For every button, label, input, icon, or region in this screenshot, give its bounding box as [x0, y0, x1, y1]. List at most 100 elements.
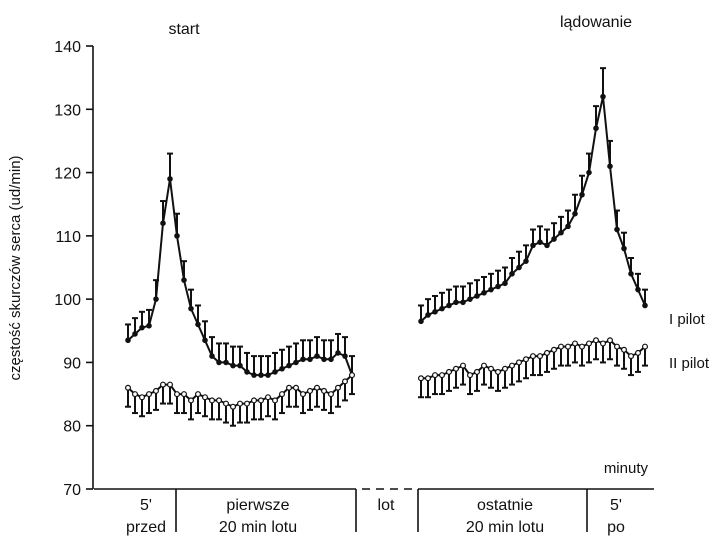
phase-label-flight: lot — [378, 497, 395, 514]
data-point — [482, 291, 486, 295]
data-point — [447, 303, 451, 307]
data-point — [608, 164, 612, 168]
data-point — [301, 392, 306, 397]
data-point — [168, 382, 173, 387]
data-point — [161, 221, 165, 225]
data-point — [559, 230, 563, 234]
data-point — [252, 373, 256, 377]
data-point — [329, 392, 334, 397]
data-point — [217, 398, 222, 403]
data-point — [419, 319, 423, 323]
data-point — [126, 338, 130, 342]
start-annotation: start — [168, 21, 200, 38]
y-tick-label: 80 — [63, 419, 81, 436]
data-point — [231, 404, 236, 409]
data-point — [154, 297, 158, 301]
data-point — [615, 227, 619, 231]
data-point — [461, 300, 465, 304]
data-point — [336, 351, 340, 355]
data-point — [615, 344, 620, 349]
data-point — [440, 373, 445, 378]
data-point — [426, 376, 431, 381]
data-point — [468, 297, 472, 301]
data-point — [294, 385, 299, 390]
data-point — [552, 347, 557, 352]
data-point — [454, 300, 458, 304]
phase-label-after-2: po — [607, 519, 625, 536]
data-point — [350, 373, 355, 378]
data-point — [196, 322, 200, 326]
data-point — [294, 360, 298, 364]
data-point — [510, 272, 514, 276]
data-point — [343, 354, 347, 358]
data-point — [182, 278, 186, 282]
data-point — [454, 366, 459, 371]
data-point — [538, 240, 542, 244]
data-point — [280, 392, 285, 397]
y-tick-label: 90 — [63, 355, 81, 372]
data-point — [545, 351, 550, 356]
data-point — [594, 338, 599, 343]
data-point — [503, 366, 508, 371]
series-1 — [125, 68, 648, 377]
data-point — [559, 344, 564, 349]
data-point — [126, 385, 131, 390]
data-point — [608, 338, 613, 343]
data-point — [147, 324, 151, 328]
data-point — [594, 126, 598, 130]
data-point — [308, 357, 312, 361]
data-point — [273, 398, 278, 403]
data-point — [517, 265, 521, 269]
data-point — [245, 370, 249, 374]
data-point — [252, 398, 257, 403]
data-point — [322, 389, 327, 394]
data-point — [580, 193, 584, 197]
phase-label-first-1: pierwsze — [226, 497, 289, 514]
data-point — [245, 401, 250, 406]
data-point — [496, 284, 500, 288]
data-point — [259, 398, 264, 403]
data-point — [224, 360, 228, 364]
data-point — [531, 243, 535, 247]
data-point — [217, 360, 221, 364]
data-point — [573, 212, 577, 216]
y-axis-label: częstość skurczów serca (ud/min) — [7, 155, 24, 380]
data-point — [287, 363, 291, 367]
data-point — [175, 392, 180, 397]
data-point — [224, 401, 229, 406]
data-point — [510, 363, 515, 368]
data-point — [580, 344, 585, 349]
data-point — [447, 370, 452, 375]
data-point — [210, 398, 215, 403]
data-point — [426, 313, 430, 317]
data-point — [140, 325, 144, 329]
data-point — [643, 303, 647, 307]
data-point — [622, 246, 626, 250]
data-point — [154, 389, 159, 394]
phase-label-last-1: ostatnie — [477, 497, 533, 514]
data-point — [587, 341, 592, 346]
data-point — [461, 363, 466, 368]
data-point — [189, 306, 193, 310]
data-point — [315, 385, 320, 390]
phase-label-last-2: 20 min lotu — [466, 519, 544, 536]
data-point — [329, 357, 333, 361]
data-point — [343, 379, 348, 384]
data-point — [440, 306, 444, 310]
data-point — [266, 395, 271, 400]
y-tick-label: 70 — [63, 482, 81, 499]
data-point — [182, 392, 187, 397]
data-point — [517, 360, 522, 365]
data-point — [273, 370, 277, 374]
data-point — [496, 370, 501, 375]
y-tick-label: 140 — [54, 39, 81, 56]
data-point — [629, 354, 634, 359]
y-tick-label: 100 — [54, 292, 81, 309]
data-point — [238, 401, 243, 406]
y-tick-label: 130 — [54, 102, 81, 119]
data-point — [133, 332, 137, 336]
data-point — [566, 344, 571, 349]
data-point — [587, 170, 591, 174]
data-point — [189, 398, 194, 403]
phase-label-after-1: 5' — [610, 497, 622, 514]
